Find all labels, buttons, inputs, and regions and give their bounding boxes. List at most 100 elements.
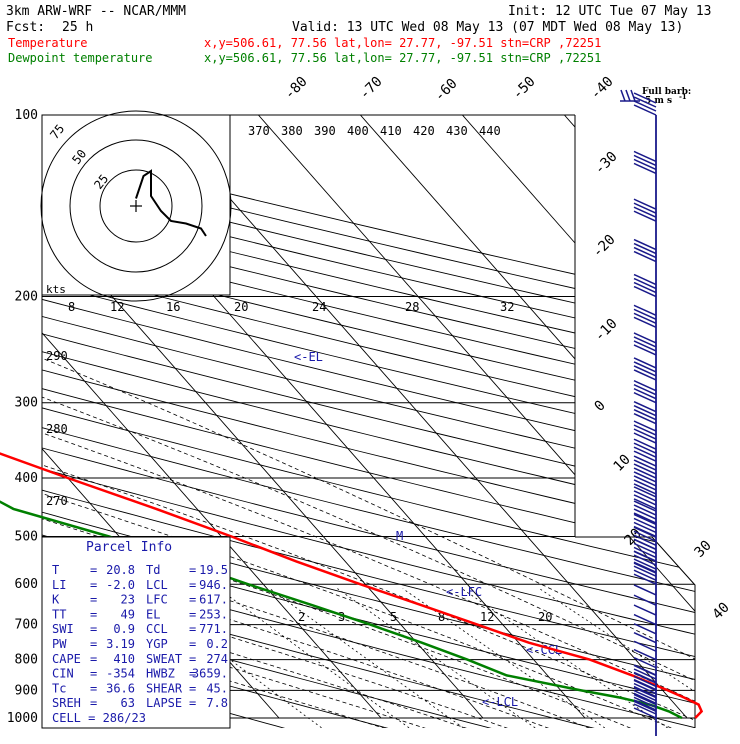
parcel-cell: CELL = 286/23 — [52, 711, 146, 725]
parcel-key: LAPSE — [146, 696, 182, 710]
init-time: Init: 12 UTC Tue 07 May 13 — [508, 4, 712, 19]
parcel-value: 20.8 — [106, 563, 135, 577]
isotherm-label: -40 — [588, 74, 617, 103]
parcel-key: SREH — [52, 696, 81, 710]
parcel-value: 19.5 — [199, 563, 228, 577]
parcel-key: TT — [52, 607, 66, 621]
theta-e-label: 28 — [405, 300, 419, 314]
theta-label: 440 — [479, 124, 501, 138]
hodograph-units: kts — [46, 283, 66, 296]
wind-barb — [634, 605, 656, 615]
pressure-tick-label: 300 — [15, 396, 38, 411]
parcel-eq: = — [90, 607, 97, 621]
parcel-key: LFC — [146, 593, 168, 607]
theta-label: 390 — [314, 124, 336, 138]
isotherm-label: 10 — [611, 452, 634, 475]
parcel-value: 0.2 — [206, 637, 228, 651]
pressure-tick-label: 400 — [15, 471, 38, 486]
theta-e-label: 8 — [68, 300, 75, 314]
parcel-eq: = — [189, 563, 196, 577]
parcel-value: 63 — [121, 696, 135, 710]
parcel-key: CAPE — [52, 652, 81, 666]
parcel-key: LI — [52, 578, 66, 592]
parcel-key: EL — [146, 607, 160, 621]
parcel-value: -2.0 — [106, 578, 135, 592]
isotherm-label: 40 — [710, 600, 733, 623]
parcel-value: 946. — [199, 578, 228, 592]
parcel-value: 617. — [199, 593, 228, 607]
parcel-key: T — [52, 563, 59, 577]
legend-dewpoint-name: Dewpoint temperature — [8, 51, 153, 65]
parcel-key: PW — [52, 637, 67, 651]
isotherm-label: -70 — [357, 74, 386, 103]
pressure-tick-label: 800 — [15, 653, 38, 668]
parcel-key: YGP — [146, 637, 168, 651]
theta-e-label: 24 — [312, 300, 326, 314]
theta-e-label: 12 — [110, 300, 124, 314]
wind-barb — [634, 585, 656, 595]
theta-label: 400 — [347, 124, 369, 138]
parcel-eq: = — [189, 578, 196, 592]
isotherm-label: 0 — [592, 398, 609, 415]
theta-label: 430 — [446, 124, 468, 138]
isotherm-label: -60 — [432, 76, 461, 105]
parcel-eq: = — [189, 696, 196, 710]
level-marker: <-LCL — [482, 695, 518, 709]
theta-e-label: 16 — [166, 300, 180, 314]
mixing-ratio-label: 12 — [480, 610, 494, 624]
parcel-value: 771. — [199, 622, 228, 636]
parcel-value: 274 — [206, 652, 228, 666]
isotherm-line — [360, 115, 740, 718]
mixing-ratio-label: 20 — [538, 610, 552, 624]
wind-barb — [634, 595, 656, 605]
parcel-key: HWBZ — [146, 667, 175, 681]
parcel-value: 3659. — [192, 667, 228, 681]
pressure-tick-label: 600 — [15, 577, 38, 592]
model-title: 3km ARW-WRF -- NCAR/MMM — [6, 4, 186, 19]
parcel-info-title: Parcel Info — [86, 540, 172, 555]
dry-adiabat-label: 290 — [46, 349, 68, 363]
theta-label: 410 — [380, 124, 402, 138]
parcel-key: CCL — [146, 622, 168, 636]
forecast-label: Fcst: — [6, 20, 45, 35]
parcel-eq: = — [90, 681, 97, 695]
parcel-eq: = — [90, 622, 97, 636]
parcel-key: CIN — [52, 667, 74, 681]
theta-label: 420 — [413, 124, 435, 138]
parcel-eq: = — [189, 607, 196, 621]
parcel-key: Tc — [52, 681, 66, 695]
theta-label: 380 — [281, 124, 303, 138]
parcel-value: 0.9 — [113, 622, 135, 636]
parcel-eq: = — [189, 622, 196, 636]
mixing-ratio-label: 5 — [390, 610, 397, 624]
parcel-key: SHEAR — [146, 681, 183, 695]
level-marker: M — [396, 529, 403, 543]
parcel-value: 23 — [121, 593, 135, 607]
pressure-tick-label: 700 — [15, 618, 38, 633]
isotherm-label: -20 — [590, 232, 619, 261]
forecast-hours: 25 h — [62, 20, 93, 35]
mixing-ratio-label: 2 — [298, 610, 305, 624]
parcel-eq: = — [189, 681, 196, 695]
isotherm-line — [156, 115, 687, 718]
parcel-eq: = — [90, 637, 97, 651]
level-marker: <-EL — [294, 350, 323, 364]
parcel-eq: = — [90, 563, 97, 577]
pressure-tick-label: 1000 — [7, 711, 38, 726]
theta-e-label: 20 — [234, 300, 248, 314]
theta-e-label: 32 — [500, 300, 514, 314]
legend-dewpoint-info: x,y=506.61, 77.56 lat,lon= 27.77, -97.51… — [204, 51, 601, 65]
pressure-tick-label: 100 — [15, 108, 38, 123]
legend-temperature-info: x,y=506.61, 77.56 lat,lon= 27.77, -97.51… — [204, 36, 601, 50]
pressure-tick-label: 500 — [15, 529, 38, 544]
parcel-key: SWEAT — [146, 652, 182, 666]
dry-adiabat-label: 270 — [46, 494, 68, 508]
parcel-key: Td — [146, 563, 160, 577]
level-marker: <-LFC — [446, 585, 482, 599]
theta-label: 370 — [248, 124, 270, 138]
parcel-eq: = — [189, 593, 196, 607]
parcel-value: 7.8 — [206, 696, 228, 710]
